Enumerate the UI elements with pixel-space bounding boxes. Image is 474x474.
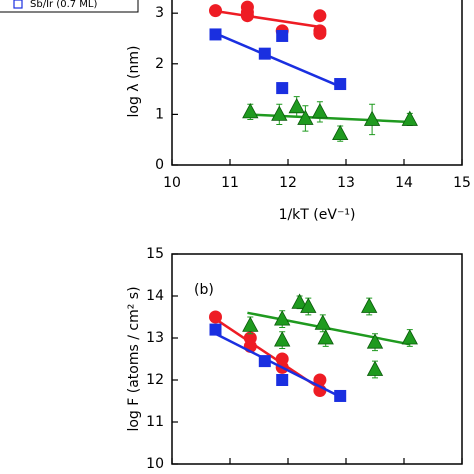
legend-swatch — [13, 0, 23, 9]
point — [209, 323, 222, 336]
y-tick-label: 11 — [146, 414, 164, 430]
point — [313, 9, 327, 23]
plot-frame — [171, 0, 463, 166]
x-tick-label: 14 — [395, 175, 413, 191]
point — [313, 26, 327, 40]
point — [274, 310, 291, 326]
point — [209, 4, 222, 18]
y-axis-label: log F (atoms / cm² s) — [126, 286, 142, 431]
y-tick-label: 14 — [146, 288, 164, 304]
point — [401, 329, 418, 345]
point — [297, 109, 314, 125]
point — [317, 329, 334, 345]
point — [361, 297, 378, 313]
panel-label: (b) — [194, 282, 214, 298]
point — [276, 374, 289, 386]
fit-line — [215, 32, 341, 88]
point — [334, 389, 347, 402]
x-tick-label: 11 — [221, 175, 239, 191]
point — [334, 78, 347, 91]
point — [274, 331, 291, 347]
point — [332, 124, 349, 141]
y-tick-label: 2 — [155, 56, 164, 72]
point — [314, 314, 331, 330]
fit-line — [247, 113, 410, 124]
point — [276, 29, 289, 42]
y-axis-label: log λ (nm) — [126, 46, 142, 118]
point — [288, 97, 305, 114]
point — [209, 310, 222, 324]
y-tick-label: 10 — [146, 456, 164, 472]
x-tick-label: 10 — [163, 175, 181, 191]
point — [276, 82, 289, 95]
y-tick-label: 3 — [155, 5, 164, 21]
point — [313, 373, 327, 387]
legend-box — [0, 0, 139, 13]
point — [209, 28, 222, 41]
point — [242, 316, 259, 332]
point — [291, 293, 308, 309]
fit-line — [214, 332, 341, 398]
y-tick-label: 1 — [155, 106, 164, 122]
point — [242, 103, 259, 119]
legend-label: Sb/Ir (0.7 ML) — [30, 0, 97, 10]
fit-line — [212, 9, 323, 29]
point — [300, 297, 317, 313]
point — [366, 333, 384, 349]
x-tick-label: 12 — [279, 175, 297, 191]
point — [271, 105, 288, 121]
plot-frame — [171, 253, 463, 465]
point — [401, 110, 418, 126]
point — [258, 47, 271, 60]
point — [366, 360, 384, 376]
y-tick-label: 0 — [155, 157, 164, 173]
point — [311, 103, 329, 119]
point — [363, 110, 381, 126]
x-tick-label: 15 — [453, 175, 471, 191]
y-tick-label: 15 — [146, 246, 164, 262]
y-tick-label: 13 — [146, 330, 164, 346]
point — [258, 355, 271, 368]
point — [240, 9, 254, 23]
x-axis-label: 1/kT (eV⁻¹) — [279, 207, 356, 223]
x-tick-label: 13 — [337, 175, 355, 191]
y-tick-label: 12 — [146, 372, 164, 388]
